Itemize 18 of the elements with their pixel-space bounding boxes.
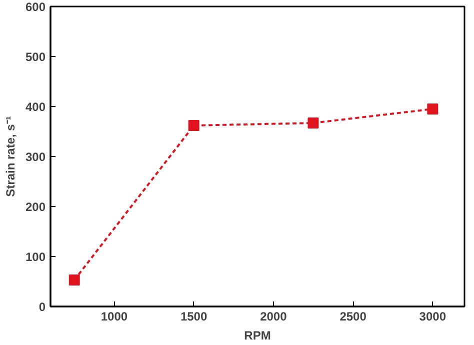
x-tick-label: 1000	[100, 310, 128, 324]
x-axis-title: RPM	[244, 328, 271, 342]
y-tick-label: 100	[25, 250, 46, 264]
y-tick-label: 500	[25, 50, 46, 64]
x-tick-label: 2000	[260, 310, 288, 324]
point	[308, 118, 319, 128]
x-tick-label: 3000	[419, 310, 446, 324]
x-tick-label: 1500	[180, 310, 208, 324]
y-tick-label: 0	[38, 300, 46, 314]
y-tick-label: 400	[25, 100, 46, 114]
y-tick-label: 200	[25, 200, 46, 214]
point	[427, 104, 438, 114]
y-tick-label: 300	[25, 150, 46, 164]
point	[188, 120, 200, 131]
y-axis-title: Strain rate, s⁻¹	[3, 116, 18, 197]
point	[68, 274, 80, 286]
y-tick-label: 600	[25, 0, 46, 14]
x-tick-label: 2500	[340, 310, 367, 324]
